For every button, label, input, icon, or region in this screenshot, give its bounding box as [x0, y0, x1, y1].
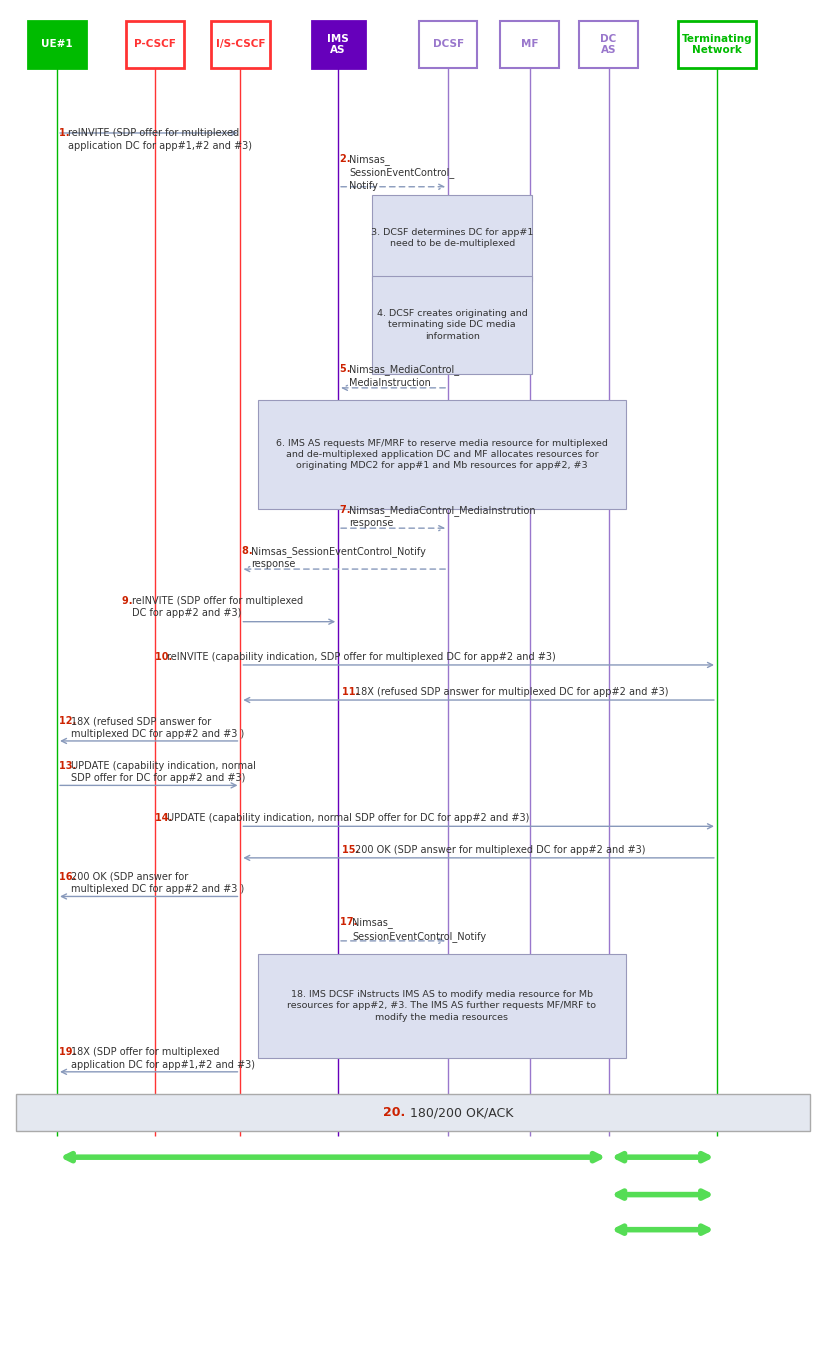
Text: 1.: 1.: [59, 129, 72, 139]
Text: 20.: 20.: [383, 1106, 410, 1120]
Text: reINVITE (capability indication, SDP offer for multiplexed DC for app#2 and #3): reINVITE (capability indication, SDP off…: [167, 652, 556, 663]
FancyBboxPatch shape: [419, 21, 477, 67]
Text: 8.: 8.: [242, 546, 256, 556]
FancyBboxPatch shape: [258, 954, 626, 1058]
FancyBboxPatch shape: [372, 195, 532, 281]
Text: UPDATE (capability indication, normal SDP offer for DC for app#2 and #3): UPDATE (capability indication, normal SD…: [167, 814, 530, 823]
FancyBboxPatch shape: [372, 276, 532, 373]
Text: MF: MF: [521, 40, 538, 49]
Text: 200 OK (SDP answer for
multiplexed DC for app#2 and #3 ): 200 OK (SDP answer for multiplexed DC fo…: [71, 871, 244, 895]
FancyBboxPatch shape: [500, 21, 558, 67]
FancyBboxPatch shape: [125, 21, 184, 67]
FancyBboxPatch shape: [579, 21, 638, 67]
Text: DCSF: DCSF: [432, 40, 464, 49]
Text: Terminating
Network: Terminating Network: [681, 34, 752, 55]
Text: reINVITE (SDP offer for multiplexed
application DC for app#1,#2 and #3): reINVITE (SDP offer for multiplexed appl…: [68, 129, 252, 151]
Text: 200 OK (SDP answer for multiplexed DC for app#2 and #3): 200 OK (SDP answer for multiplexed DC fo…: [355, 845, 645, 855]
Text: 180/200 OK/ACK: 180/200 OK/ACK: [411, 1106, 514, 1120]
FancyBboxPatch shape: [17, 1093, 810, 1132]
Text: 12.: 12.: [59, 716, 80, 726]
FancyBboxPatch shape: [28, 21, 86, 67]
Text: 7.: 7.: [340, 505, 354, 514]
Text: 10.: 10.: [155, 652, 175, 663]
Text: 18. IMS DCSF iNstructs IMS AS to modify media resource for Mb
resources for app#: 18. IMS DCSF iNstructs IMS AS to modify …: [288, 989, 597, 1022]
Text: 6. IMS AS requests MF/MRF to reserve media resource for multiplexed
and de-multi: 6. IMS AS requests MF/MRF to reserve med…: [276, 439, 608, 471]
Text: P-CSCF: P-CSCF: [134, 40, 176, 49]
Text: 18X (SDP offer for multiplexed
application DC for app#1,#2 and #3): 18X (SDP offer for multiplexed applicati…: [71, 1047, 255, 1070]
Text: DC
AS: DC AS: [600, 34, 617, 55]
Text: 9.: 9.: [122, 595, 136, 606]
Text: IMS
AS: IMS AS: [327, 34, 349, 55]
Text: 14.: 14.: [155, 814, 175, 823]
FancyBboxPatch shape: [678, 21, 755, 67]
Text: I/S-CSCF: I/S-CSCF: [216, 40, 265, 49]
Text: 19.: 19.: [59, 1047, 80, 1058]
FancyBboxPatch shape: [258, 399, 626, 509]
Text: 11.: 11.: [342, 687, 363, 697]
Text: Nimsas_SessionEventControl_Notify
response: Nimsas_SessionEventControl_Notify respon…: [252, 546, 426, 569]
Text: 5.: 5.: [340, 365, 354, 375]
Text: 16.: 16.: [59, 871, 80, 882]
Text: Nimsas_
SessionEventControl_Notify: Nimsas_ SessionEventControl_Notify: [352, 918, 486, 941]
Text: reINVITE (SDP offer for multiplexed
DC for app#2 and #3): reINVITE (SDP offer for multiplexed DC f…: [132, 595, 302, 619]
FancyBboxPatch shape: [312, 21, 365, 67]
Text: UE#1: UE#1: [42, 40, 73, 49]
Text: 17.: 17.: [340, 918, 361, 927]
Text: 13.: 13.: [59, 761, 80, 771]
Text: Nimsas_MediaControl_
MediaInstruction: Nimsas_MediaControl_ MediaInstruction: [349, 365, 460, 388]
Text: 15.: 15.: [342, 845, 363, 855]
Text: Nimsas_MediaControl_MediaInstrution
response: Nimsas_MediaControl_MediaInstrution resp…: [349, 505, 536, 528]
Text: 18X (refused SDP answer for multiplexed DC for app#2 and #3): 18X (refused SDP answer for multiplexed …: [355, 687, 668, 697]
Text: 3. DCSF determines DC for app#1
need to be de-multiplexed: 3. DCSF determines DC for app#1 need to …: [371, 228, 534, 248]
Text: UPDATE (capability indication, normal
SDP offer for DC for app#2 and #3): UPDATE (capability indication, normal SD…: [71, 761, 256, 783]
Text: Nimsas_
SessionEventControl_
Notify: Nimsas_ SessionEventControl_ Notify: [349, 154, 455, 191]
Text: 4. DCSF creates originating and
terminating side DC media
information: 4. DCSF creates originating and terminat…: [376, 309, 528, 340]
Text: 2.: 2.: [340, 154, 354, 165]
Text: 18X (refused SDP answer for
multiplexed DC for app#2 and #3 ): 18X (refused SDP answer for multiplexed …: [71, 716, 244, 738]
FancyBboxPatch shape: [211, 21, 270, 67]
